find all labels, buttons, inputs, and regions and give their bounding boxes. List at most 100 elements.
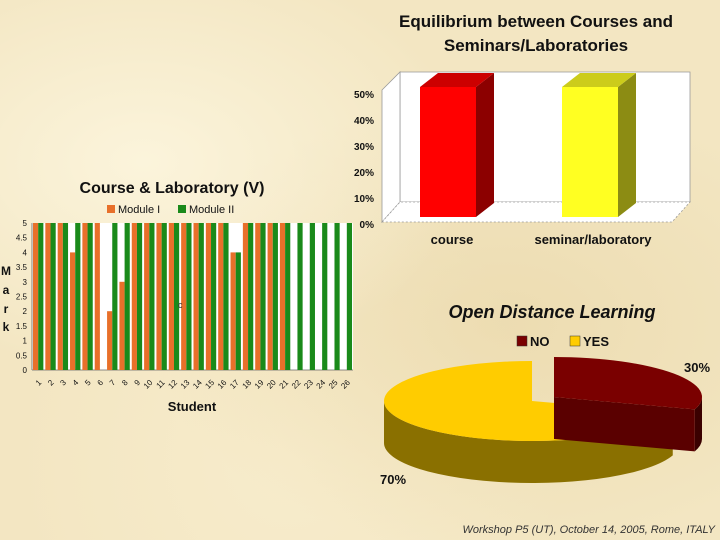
course-lab-x-tick-label: 10 (142, 378, 155, 391)
course-lab-bar-module-2 (136, 223, 143, 370)
course-lab-bar-module-2 (260, 223, 266, 370)
course-lab-y-tick-label: 1 (23, 337, 28, 346)
course-lab-x-tick-label: 25 (327, 378, 340, 391)
course-lab-bar-module-2 (272, 223, 278, 370)
odl-title: Open Distance Learning (448, 302, 655, 322)
course-lab-y-tick-label: 4 (23, 248, 28, 257)
equilibrium-x-label: seminar/laboratory (534, 232, 652, 247)
course-lab-y-tick-label: 4.5 (16, 234, 28, 243)
course-lab-x-tick-label: 6 (96, 378, 106, 388)
odl-pie-no-cut-face (554, 397, 695, 452)
equilibrium-chart: Equilibrium between Courses and Seminars… (354, 12, 691, 247)
odl-pie-no-side (694, 397, 702, 452)
course-lab-y-tick-label: 5 (23, 219, 28, 228)
course-lab-y-tick-label: 3.5 (16, 263, 28, 272)
course-lab-x-tick-label: 4 (71, 378, 81, 388)
equilibrium-bar-front (562, 87, 618, 217)
equilibrium-bar-top (562, 73, 636, 87)
course-lab-x-tick-label: 26 (339, 378, 352, 391)
course-lab-x-tick-label: 16 (216, 378, 229, 391)
course-lab-y-label-letter: M (1, 264, 11, 278)
course-lab-bar-module-1 (168, 223, 174, 370)
course-lab-bar-module-1 (156, 223, 162, 370)
course-lab-y-tick-label: 0.5 (16, 351, 28, 360)
course-lab-bar-module-1 (32, 223, 39, 370)
course-lab-y-tick-label: 3 (23, 278, 28, 287)
odl-value-label-no: 30% (684, 360, 710, 375)
course-lab-bar-module-1 (242, 223, 249, 370)
course-lab-y-label-letter: a (3, 283, 10, 297)
course-lab-bar-module-1 (205, 223, 212, 370)
odl-pie-yes-side (384, 401, 673, 483)
course-lab-bar-module-2 (223, 223, 229, 370)
equilibrium-bar-seminar-laboratory (562, 73, 636, 217)
course-lab-bar-module-1 (193, 223, 199, 370)
course-lab-y-tick-label: 2 (23, 307, 28, 316)
equilibrium-y-tick-label: 10% (354, 194, 374, 205)
equilibrium-y-tick-label: 20% (354, 168, 374, 179)
course-lab-x-tick-label: 21 (278, 378, 291, 391)
course-lab-bar-module-2 (112, 223, 118, 370)
footer-text: Workshop P5 (UT), October 14, 2005, Rome… (462, 524, 716, 536)
equilibrium-side-wall (381, 71, 401, 224)
odl-value-label-yes: 70% (380, 472, 406, 487)
course-lab-bar-module-1 (70, 252, 76, 370)
course-lab-bar-module-2 (75, 223, 81, 370)
equilibrium-y-tick-label: 0% (360, 220, 375, 231)
course-lab-x-tick-label: 15 (203, 378, 216, 391)
course-lab-title: Course & Laboratory (V) (80, 180, 265, 197)
course-lab-bar-module-2 (297, 223, 303, 370)
course-lab-x-tick-label: 2 (46, 378, 56, 388)
course-lab-x-tick-label: 19 (253, 378, 266, 391)
course-lab-bar-module-1 (181, 223, 187, 370)
odl-legend-label: YES (583, 334, 609, 349)
course-lab-x-tick-label: 12 (166, 378, 179, 391)
course-lab-bar-module-2 (161, 223, 167, 370)
course-lab-x-label: Student (168, 399, 217, 414)
course-lab-bar-module-1 (255, 223, 261, 370)
course-lab-y-label-letter: k (3, 320, 10, 334)
equilibrium-bar-front (420, 87, 476, 217)
course-lab-bar-module-1 (218, 223, 224, 370)
course-lab-bar-module-1 (107, 311, 113, 370)
course-lab-bar-module-1 (267, 223, 273, 370)
course-lab-x-tick-label: 20 (265, 378, 278, 391)
course-lab-bar-module-2 (248, 223, 254, 370)
course-lab-x-tick-label: 22 (290, 378, 303, 391)
course-lab-x-tick-label: 8 (120, 378, 130, 388)
course-lab-legend-swatch (107, 205, 115, 213)
course-lab-y-tick-label: 2.5 (16, 293, 28, 302)
course-lab-chart: Course & Laboratory (V) Module I Module I… (1, 180, 353, 414)
course-lab-bar-module-2 (186, 223, 192, 370)
equilibrium-bar-side (476, 73, 494, 217)
course-lab-bar-module-1 (144, 223, 150, 370)
course-lab-bar-module-2 (235, 252, 241, 370)
equilibrium-bar-side (618, 73, 636, 217)
course-lab-x-tick-label: 3 (58, 378, 68, 388)
course-lab-bar-module-2 (334, 223, 340, 370)
course-lab-bar-module-2 (322, 223, 328, 370)
course-lab-bar-module-2 (198, 223, 204, 370)
course-lab-bar-module-2 (149, 223, 155, 370)
course-lab-bar-module-1 (45, 223, 51, 370)
equilibrium-y-tick-label: 50% (354, 90, 374, 101)
equilibrium-y-tick-label: 40% (354, 116, 374, 127)
odl-pie-no-slice (554, 357, 702, 410)
course-lab-bar-module-1 (57, 223, 63, 370)
course-lab-y-tick-label: 0 (23, 366, 28, 375)
course-lab-bar-module-1 (94, 223, 100, 370)
course-lab-bar-module-2 (309, 223, 315, 370)
course-lab-legend-label: Module I (118, 204, 160, 216)
course-lab-x-tick-label: 18 (241, 378, 254, 391)
course-lab-bar-module-2 (50, 223, 56, 370)
course-lab-legend-label: Module II (189, 204, 234, 216)
course-lab-bar-module-1 (230, 252, 236, 370)
course-lab-x-tick-label: 23 (302, 378, 315, 391)
odl-legend-swatch (516, 335, 528, 347)
equilibrium-title-line-2: Seminars/Laboratories (444, 36, 628, 55)
course-lab-bar-module-2 (285, 223, 291, 370)
course-lab-bar-module-2 (62, 223, 69, 370)
course-lab-legend-swatch (178, 205, 186, 213)
course-lab-annotation: c (178, 300, 183, 310)
